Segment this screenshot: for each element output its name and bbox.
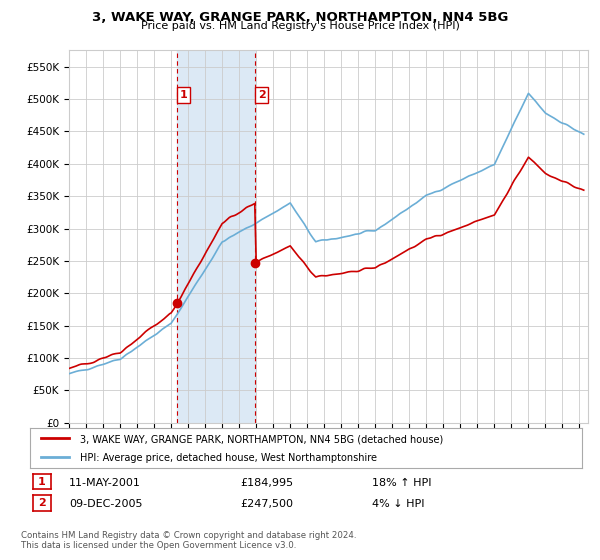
Text: Contains HM Land Registry data © Crown copyright and database right 2024.
This d: Contains HM Land Registry data © Crown c… <box>21 531 356 550</box>
Text: 2: 2 <box>258 90 265 100</box>
Text: 4% ↓ HPI: 4% ↓ HPI <box>372 499 425 509</box>
Bar <box>177 50 255 423</box>
Text: HPI: Average price, detached house, West Northamptonshire: HPI: Average price, detached house, West… <box>80 453 377 463</box>
Text: £247,500: £247,500 <box>240 499 293 509</box>
Text: 1: 1 <box>38 477 46 487</box>
Text: 3, WAKE WAY, GRANGE PARK, NORTHAMPTON, NN4 5BG (detached house): 3, WAKE WAY, GRANGE PARK, NORTHAMPTON, N… <box>80 435 443 445</box>
Text: 18% ↑ HPI: 18% ↑ HPI <box>372 478 431 488</box>
Text: 1: 1 <box>180 90 188 100</box>
Text: 09-DEC-2005: 09-DEC-2005 <box>69 499 143 509</box>
Text: £184,995: £184,995 <box>240 478 293 488</box>
Text: 3, WAKE WAY, GRANGE PARK, NORTHAMPTON, NN4 5BG: 3, WAKE WAY, GRANGE PARK, NORTHAMPTON, N… <box>92 11 508 24</box>
Text: 2: 2 <box>38 498 46 508</box>
Text: Price paid vs. HM Land Registry's House Price Index (HPI): Price paid vs. HM Land Registry's House … <box>140 21 460 31</box>
Text: 11-MAY-2001: 11-MAY-2001 <box>69 478 141 488</box>
